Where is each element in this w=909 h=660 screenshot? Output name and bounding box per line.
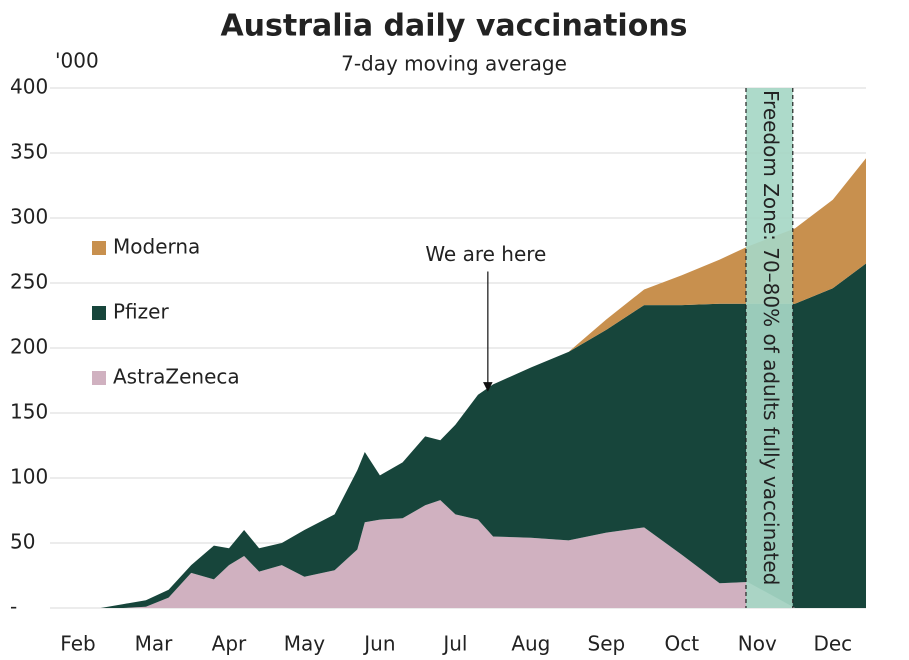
legend-swatch [92,371,106,385]
legend-swatch [92,241,106,255]
y-tick-label: 50 [10,530,35,554]
band-label: Freedom Zone: 70–80% of adults fully vac… [759,90,783,585]
x-tick-label: May [284,632,326,656]
y-tick-label: 200 [10,335,48,359]
area [100,500,867,608]
x-tick-label: Jun [362,632,395,656]
y-tick-label: 250 [10,270,48,294]
x-tick-label: Sep [588,632,626,656]
y-tick-label: 300 [10,205,48,229]
y-tick-label: - [10,595,17,619]
x-tick-label: Oct [665,632,700,656]
x-tick-label: Mar [135,632,174,656]
legend-label: Pfizer [113,300,169,324]
y-axis-label: '000 [55,49,99,73]
x-tick-label: Apr [212,632,247,656]
x-tick-label: Aug [511,632,550,656]
y-tick-label: 400 [10,75,48,99]
annotation-text: We are here [425,242,546,266]
y-tick-label: 100 [10,465,48,489]
y-tick-label: 150 [10,400,48,424]
x-tick-label: Feb [60,632,95,656]
legend-label: AstraZeneca [113,365,240,389]
x-tick-label: Dec [813,632,852,656]
x-tick-label: Nov [738,632,777,656]
area [100,263,867,608]
y-tick-label: 350 [10,140,48,164]
legend-label: Moderna [113,235,200,259]
chart-title: Australia daily vaccinations [220,9,687,44]
legend-swatch [92,306,106,320]
highlight-band [745,88,793,608]
chart-subtitle: 7-day moving average [341,52,567,76]
x-tick-label: Jul [441,632,467,656]
